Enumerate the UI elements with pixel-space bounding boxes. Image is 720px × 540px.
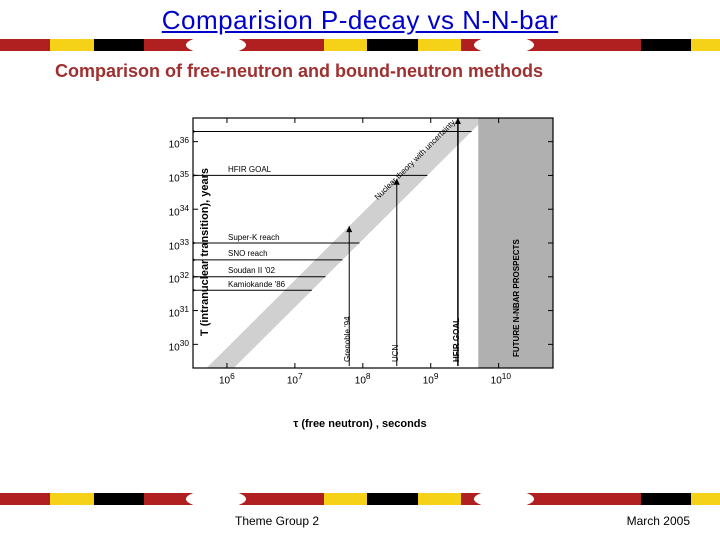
vline-label: UCN (391, 344, 400, 361)
x-tick: 106 (219, 371, 235, 386)
hline-label: Soudan II '02 (228, 266, 275, 275)
slide-title: Comparision P-decay vs N-N-bar (0, 0, 720, 36)
x-tick: 109 (423, 371, 439, 386)
y-tick: 1030 (169, 338, 189, 353)
slide-subtitle: Comparison of free-neutron and bound-neu… (0, 51, 720, 83)
x-axis-label: τ (free neutron) , seconds (293, 418, 426, 430)
top-decor-bar (0, 39, 720, 51)
hline-label: SNO reach (228, 249, 268, 258)
region-label: FUTURE N-NBAR PROSPECTS (512, 239, 521, 357)
x-tick: 107 (287, 371, 303, 386)
y-axis-label: T (intranuclear transition), years (199, 152, 211, 352)
y-tick: 1033 (169, 237, 189, 252)
y-tick: 1034 (169, 203, 189, 218)
vline-label: HFIR GOAL (452, 318, 461, 362)
y-tick: 1032 (169, 270, 189, 285)
y-tick: 1036 (169, 135, 189, 150)
footer-right: March 2005 (627, 514, 690, 528)
y-tick: 1035 (169, 169, 189, 184)
bottom-decor-bar (0, 493, 720, 505)
vline-label: Grenoble '94 (343, 316, 352, 362)
x-tick: 108 (355, 371, 371, 386)
comparison-chart: T (intranuclear transition), years τ (fr… (135, 108, 585, 408)
x-tick: 1010 (491, 371, 511, 386)
hline-label: HFIR GOAL (228, 165, 271, 174)
y-tick: 1031 (169, 304, 189, 319)
hline-label: Super-K reach (228, 233, 280, 242)
footer-left: Theme Group 2 (235, 514, 319, 528)
hline-label: Kamiokande '86 (228, 280, 285, 289)
